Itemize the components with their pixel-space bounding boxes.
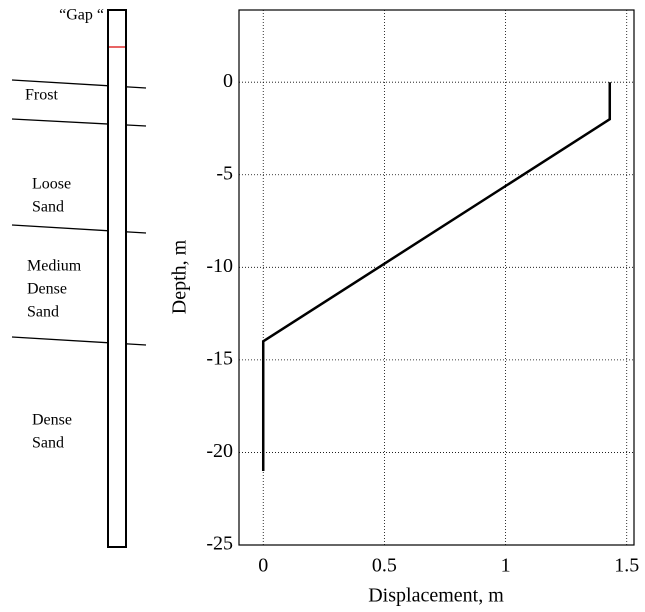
y-tick-label: 0 [223, 70, 233, 92]
layer-label: Dense [32, 412, 72, 429]
x-tick-label: 1.5 [614, 555, 639, 577]
layer-label: Loose [32, 176, 71, 193]
data-line [261, 82, 612, 471]
y-tick-label: -20 [206, 440, 233, 462]
x-tick-label: 0.5 [372, 555, 397, 577]
layer-label: Sand [32, 199, 64, 216]
x-tick-label: 0 [258, 555, 268, 577]
layer-label: Dense [27, 281, 67, 298]
y-tick-label: -5 [216, 162, 233, 184]
layer-label: Sand [27, 304, 59, 321]
pile [107, 9, 127, 548]
x-axis-label: Displacement, m [368, 585, 504, 607]
plot-frame [238, 9, 635, 546]
layer-label: Sand [32, 435, 64, 452]
soil-profile: “Gap “ [11, 7, 147, 548]
gap-label: “Gap “ [59, 7, 104, 24]
y-axis-label: Depth, m [169, 239, 191, 314]
y-tick-label: -25 [206, 533, 233, 555]
layer-label: Medium [27, 258, 82, 275]
layer-label: Frost [25, 87, 58, 104]
y-tick-label: -15 [206, 347, 233, 369]
y-tick-label: -10 [206, 255, 233, 277]
x-tick-label: 1 [501, 555, 511, 577]
